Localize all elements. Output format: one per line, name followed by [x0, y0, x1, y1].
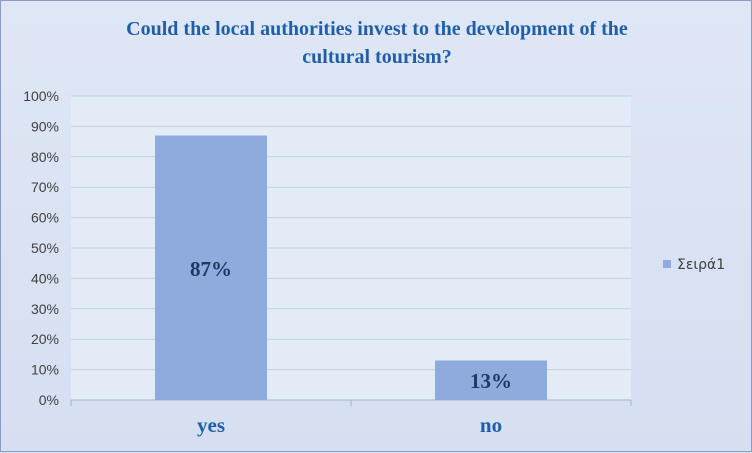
y-tick-label: 10% — [31, 362, 59, 378]
y-tick-label: 90% — [31, 118, 59, 134]
chart-title-line-2: cultural tourism? — [302, 46, 452, 68]
y-tick-label: 20% — [31, 331, 59, 347]
y-tick-label: 40% — [31, 270, 59, 286]
y-tick-label: 80% — [31, 149, 59, 165]
y-tick-label: 0% — [39, 392, 59, 408]
bar-no — [435, 360, 547, 400]
data-label-yes: 87% — [190, 257, 232, 281]
y-tick-label: 50% — [31, 240, 59, 256]
legend-swatch — [663, 260, 671, 268]
category-label-yes: yes — [197, 413, 225, 437]
y-tick-label: 100% — [23, 88, 59, 104]
y-tick-label: 70% — [31, 179, 59, 195]
legend-label: Σειρά1 — [677, 257, 725, 273]
chart-title: Could the local authorities invest to th… — [1, 15, 752, 71]
y-tick-label: 60% — [31, 210, 59, 226]
chart-title-line-1: Could the local authorities invest to th… — [126, 18, 628, 40]
bar-yes — [155, 135, 267, 400]
category-label-no: no — [480, 413, 502, 437]
data-label-no: 13% — [470, 369, 512, 393]
y-tick-label: 30% — [31, 301, 59, 317]
